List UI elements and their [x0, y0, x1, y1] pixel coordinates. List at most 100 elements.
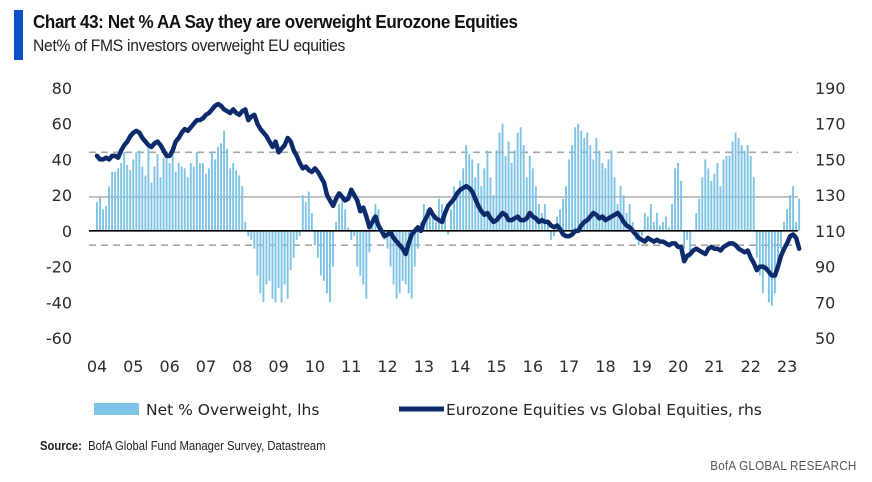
bar [722, 159, 725, 231]
bar [658, 225, 661, 231]
bar [677, 163, 680, 231]
bar [256, 230, 259, 276]
bar [431, 213, 434, 231]
bar [123, 152, 126, 231]
legend-label-net-overweight: Net % Overweight, lhs [146, 401, 319, 419]
bar [316, 230, 319, 258]
bar [737, 138, 740, 231]
bar [232, 163, 235, 231]
bar [189, 163, 192, 231]
bar [598, 150, 601, 231]
bar [643, 213, 646, 231]
bar [295, 230, 298, 240]
x-tick-label: 22 [741, 357, 761, 376]
x-tick-label: 08 [232, 357, 252, 376]
bar [238, 175, 241, 231]
legend: Net % Overweight, lhs Eurozone Equities … [94, 401, 762, 419]
bar [767, 230, 770, 303]
bar [501, 123, 504, 231]
bar [531, 168, 534, 231]
bar [277, 230, 280, 288]
right-tick-label: 110 [815, 222, 846, 241]
bar [665, 216, 667, 231]
bar [413, 230, 416, 267]
bar [734, 132, 737, 231]
bar [165, 154, 168, 231]
bar [301, 195, 304, 231]
bar [274, 230, 277, 303]
left-tick-label: 0 [62, 222, 72, 241]
bar [268, 230, 271, 281]
bar [201, 163, 204, 231]
bar [171, 150, 174, 231]
bar [795, 221, 798, 231]
bar [338, 204, 341, 231]
bar [607, 159, 610, 231]
bar [595, 138, 598, 231]
bar [577, 123, 580, 231]
x-tick-label: 05 [123, 357, 143, 376]
bar [628, 204, 631, 231]
bar [129, 170, 132, 231]
bar-series-net-overweight [96, 123, 801, 306]
left-tick-label: 20 [52, 186, 72, 205]
bar [592, 159, 595, 231]
bar [456, 195, 459, 231]
bar [398, 230, 401, 294]
bar [102, 209, 104, 231]
bar [565, 186, 568, 231]
bar [389, 230, 392, 267]
bar [132, 159, 135, 231]
source-text: BofA Global Fund Manager Survey, Datastr… [88, 439, 326, 453]
x-tick-label: 14 [450, 357, 470, 376]
bar [604, 168, 607, 231]
bar [728, 155, 731, 231]
bar [546, 221, 549, 231]
bar [362, 230, 365, 285]
bar [223, 130, 226, 231]
legend-label-eurozone-vs-global: Eurozone Equities vs Global Equities, rh… [446, 401, 762, 419]
bar [580, 130, 583, 231]
bar [792, 186, 795, 231]
bar [392, 230, 395, 285]
bar [495, 150, 498, 231]
line-series-eurozone-vs-global [94, 101, 802, 278]
source-note: Source: BofA Global Fund Manager Survey,… [40, 439, 326, 453]
bar [525, 177, 528, 231]
bar [559, 209, 561, 231]
bar [528, 155, 531, 231]
bar [271, 230, 274, 299]
bar [347, 227, 350, 231]
bar [713, 173, 716, 231]
bar [217, 146, 219, 231]
bar [740, 145, 743, 231]
bar [428, 216, 431, 231]
bar [543, 204, 546, 231]
bar [534, 186, 537, 231]
bar [589, 145, 592, 231]
bar [404, 230, 407, 285]
bar [323, 230, 325, 281]
bar [135, 152, 138, 231]
bar [120, 163, 123, 231]
bar [486, 150, 489, 231]
bar [698, 198, 701, 231]
bar [153, 166, 156, 231]
bar [695, 213, 698, 231]
bar [453, 186, 456, 231]
bar [601, 163, 604, 231]
bar [156, 154, 159, 231]
bar [743, 150, 746, 231]
bar [313, 230, 316, 246]
bar [438, 198, 440, 231]
bar [655, 213, 658, 231]
bar [177, 163, 180, 231]
bar [444, 216, 446, 231]
bar [447, 230, 449, 235]
x-tick-label: 23 [777, 357, 797, 376]
x-tick-label: 18 [595, 357, 615, 376]
bar [764, 230, 767, 267]
bar [192, 166, 195, 231]
bar [625, 213, 628, 231]
